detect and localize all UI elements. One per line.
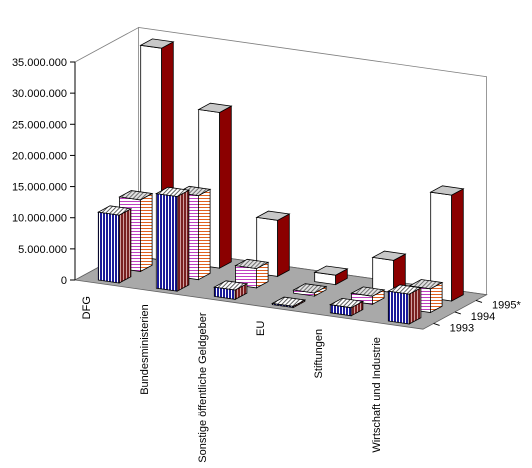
category-label: Bundesministerien <box>139 304 151 395</box>
bar-side-face <box>277 213 290 278</box>
value-tick-label: 0 <box>61 275 67 287</box>
bar-top-face <box>350 286 386 297</box>
bar-1994-2 <box>234 258 270 289</box>
bar-top-face <box>329 297 365 309</box>
bar-1994-3 <box>292 283 328 297</box>
bar-top-face <box>118 190 154 201</box>
category-label: Stiftungen <box>313 329 325 379</box>
bar-1993-5 <box>387 284 423 325</box>
series-tick <box>433 322 440 326</box>
bar-side-face <box>118 208 132 284</box>
bar-top-face <box>371 250 407 261</box>
bar-front-face <box>97 211 120 284</box>
bar-side-face <box>139 192 153 273</box>
bar-top-face <box>97 205 133 216</box>
bar-top-face <box>408 279 444 290</box>
bar-1993-0 <box>97 205 133 284</box>
bar-top-face <box>139 38 175 49</box>
bar-top-face <box>213 280 249 291</box>
bar-top-face <box>313 265 349 276</box>
bar-1995*-5 <box>429 185 465 302</box>
value-tick-label: 30.000.000 <box>12 88 67 100</box>
bar-top-face <box>197 102 233 113</box>
category-label: DFG <box>81 296 93 319</box>
category-label: EU <box>255 321 267 336</box>
bar-side-face <box>219 105 232 269</box>
bar-top-face <box>255 210 291 221</box>
bar-1993-3 <box>271 296 307 309</box>
bar-front-face <box>387 290 410 325</box>
bar-top-face <box>429 185 465 196</box>
value-tick-label: 25.000.000 <box>12 119 67 131</box>
bar-1993-2 <box>213 280 249 301</box>
value-tick-label: 20.000.000 <box>12 150 67 162</box>
bar-side-face <box>451 188 464 302</box>
value-tick-label: 15.000.000 <box>12 182 67 194</box>
category-label: Sonstige öffentliche Geldgeber <box>197 312 209 463</box>
bar-top-face <box>234 258 270 270</box>
value-tick-label: 10.000.000 <box>12 213 67 225</box>
bar-front-face <box>155 193 178 292</box>
series-tick <box>454 311 461 315</box>
value-tick-label: 5.000.000 <box>18 244 67 256</box>
bar-top-face <box>155 186 191 197</box>
bar-side-face <box>176 189 190 292</box>
bar-side-face <box>197 188 211 281</box>
value-tick-label: 35.000.000 <box>12 57 67 69</box>
series-label: 1993 <box>450 322 474 334</box>
category-label: Wirtschaft und Industrie <box>371 337 383 453</box>
bar-top-face <box>271 296 307 307</box>
series-label: 1994 <box>471 311 495 323</box>
bar-top-face <box>292 283 328 294</box>
series-label: 1995* <box>492 299 521 311</box>
bar-top-face <box>387 284 423 295</box>
bar-1993-1 <box>155 186 191 292</box>
bar-front-face <box>372 256 395 294</box>
bar-1993-4 <box>329 297 365 317</box>
series-tick <box>475 299 483 303</box>
bar-1995*-4 <box>371 250 407 294</box>
bar-1995*-3 <box>313 265 349 286</box>
